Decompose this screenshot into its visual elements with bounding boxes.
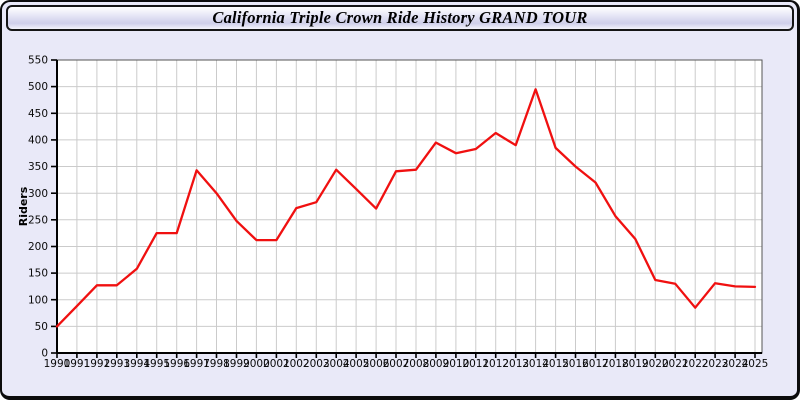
svg-text:1992: 1992: [84, 358, 111, 370]
svg-text:2002: 2002: [283, 358, 310, 370]
svg-text:50: 50: [35, 321, 48, 333]
svg-text:2023: 2023: [702, 358, 729, 370]
svg-text:200: 200: [28, 241, 48, 253]
svg-text:1996: 1996: [163, 358, 190, 370]
svg-text:2017: 2017: [582, 358, 609, 370]
svg-text:2011: 2011: [462, 358, 489, 370]
svg-text:400: 400: [28, 135, 48, 147]
y-axis-title: Riders: [17, 186, 30, 226]
svg-text:2007: 2007: [383, 358, 410, 370]
svg-text:2012: 2012: [482, 358, 509, 370]
svg-text:350: 350: [28, 161, 48, 173]
svg-text:2008: 2008: [403, 358, 430, 370]
svg-text:2020: 2020: [642, 358, 669, 370]
svg-text:2025: 2025: [742, 358, 769, 370]
svg-text:2003: 2003: [303, 358, 330, 370]
svg-text:2013: 2013: [502, 358, 529, 370]
svg-text:2015: 2015: [542, 358, 569, 370]
svg-text:550: 550: [28, 55, 48, 67]
riders-line-series: [55, 88, 757, 328]
title-bar: California Triple Crown Ride History GRA…: [6, 5, 794, 31]
svg-text:150: 150: [28, 268, 48, 280]
svg-text:1994: 1994: [123, 358, 150, 370]
svg-text:2005: 2005: [343, 358, 370, 370]
plot-area: [57, 60, 762, 353]
svg-text:1991: 1991: [64, 358, 91, 370]
svg-text:1997: 1997: [183, 358, 210, 370]
svg-text:1993: 1993: [103, 358, 130, 370]
svg-text:2018: 2018: [602, 358, 629, 370]
svg-text:1999: 1999: [223, 358, 250, 370]
svg-text:2004: 2004: [323, 358, 350, 370]
svg-text:500: 500: [28, 81, 48, 93]
chart-title: California Triple Crown Ride History GRA…: [212, 8, 588, 27]
svg-text:2014: 2014: [522, 358, 549, 370]
svg-text:1998: 1998: [203, 358, 230, 370]
svg-text:1995: 1995: [143, 358, 170, 370]
svg-text:2019: 2019: [622, 358, 649, 370]
svg-text:2009: 2009: [423, 358, 450, 370]
svg-text:2006: 2006: [363, 358, 390, 370]
svg-text:2022: 2022: [682, 358, 709, 370]
svg-text:2010: 2010: [443, 358, 470, 370]
svg-text:1990: 1990: [44, 358, 71, 370]
svg-text:2024: 2024: [722, 358, 749, 370]
svg-text:2021: 2021: [662, 358, 689, 370]
svg-text:0: 0: [41, 348, 48, 360]
svg-text:2016: 2016: [562, 358, 589, 370]
svg-text:450: 450: [28, 108, 48, 120]
svg-text:250: 250: [28, 214, 48, 226]
x-axis: 1990199119921993199419951996199719981999…: [44, 352, 769, 370]
svg-text:2001: 2001: [263, 358, 290, 370]
svg-text:300: 300: [28, 188, 48, 200]
svg-text:2000: 2000: [243, 358, 270, 370]
y-axis: 0 50 100 150 200 250 300 350 400 450 500 550: [28, 55, 58, 360]
svg-text:100: 100: [28, 294, 48, 306]
